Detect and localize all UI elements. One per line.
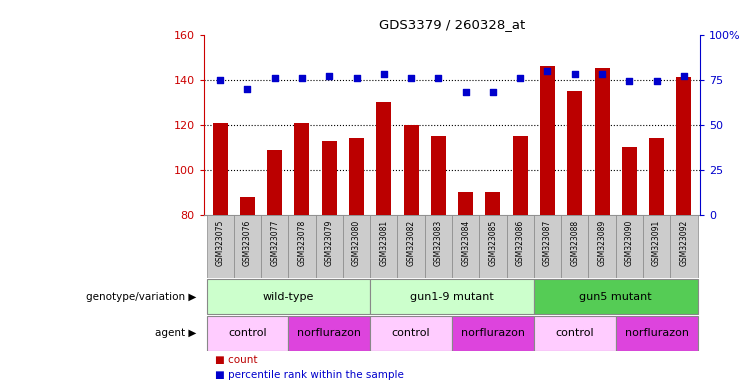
FancyBboxPatch shape [397, 215, 425, 278]
Bar [268, 150, 282, 215]
Bar [322, 141, 336, 215]
Text: GSM323079: GSM323079 [325, 220, 333, 266]
Text: GSM323089: GSM323089 [597, 220, 607, 266]
Text: GSM323087: GSM323087 [543, 220, 552, 266]
Text: wild-type: wild-type [262, 291, 314, 302]
Bar [294, 122, 310, 215]
FancyBboxPatch shape [370, 279, 534, 314]
Text: gun1-9 mutant: gun1-9 mutant [410, 291, 494, 302]
Text: GSM323081: GSM323081 [379, 220, 388, 266]
Bar [513, 136, 528, 215]
FancyBboxPatch shape [207, 316, 288, 351]
Text: GSM323091: GSM323091 [652, 220, 661, 266]
FancyBboxPatch shape [452, 215, 479, 278]
FancyBboxPatch shape [534, 316, 616, 351]
Text: GSM323080: GSM323080 [352, 220, 361, 266]
FancyBboxPatch shape [616, 215, 643, 278]
FancyBboxPatch shape [616, 316, 697, 351]
Text: GSM323077: GSM323077 [270, 220, 279, 266]
Point [459, 89, 471, 95]
FancyBboxPatch shape [507, 215, 534, 278]
FancyBboxPatch shape [316, 215, 343, 278]
Text: GSM323078: GSM323078 [297, 220, 307, 266]
FancyBboxPatch shape [207, 279, 370, 314]
FancyBboxPatch shape [261, 215, 288, 278]
Bar [594, 68, 610, 215]
Point [350, 75, 362, 81]
Bar [376, 102, 391, 215]
Point [269, 75, 281, 81]
Point [678, 73, 690, 79]
FancyBboxPatch shape [288, 215, 316, 278]
FancyBboxPatch shape [534, 279, 697, 314]
FancyBboxPatch shape [370, 316, 452, 351]
Point [542, 68, 554, 74]
Text: norflurazon: norflurazon [625, 328, 688, 338]
Bar [349, 138, 364, 215]
FancyBboxPatch shape [588, 215, 616, 278]
FancyBboxPatch shape [643, 215, 671, 278]
FancyBboxPatch shape [671, 215, 697, 278]
Text: control: control [556, 328, 594, 338]
FancyBboxPatch shape [452, 316, 534, 351]
Point [487, 89, 499, 95]
Point [596, 71, 608, 77]
FancyBboxPatch shape [561, 215, 588, 278]
Text: GSM323092: GSM323092 [679, 220, 688, 266]
Text: norflurazon: norflurazon [461, 328, 525, 338]
FancyBboxPatch shape [343, 215, 370, 278]
FancyBboxPatch shape [288, 316, 370, 351]
Text: GSM323086: GSM323086 [516, 220, 525, 266]
Point [405, 75, 417, 81]
Text: ■ count: ■ count [215, 356, 257, 366]
Bar [622, 147, 637, 215]
Point [651, 78, 662, 84]
Point [514, 75, 526, 81]
Text: norflurazon: norflurazon [297, 328, 362, 338]
Text: agent ▶: agent ▶ [155, 328, 196, 338]
Point [569, 71, 581, 77]
Point [378, 71, 390, 77]
Text: ■ percentile rank within the sample: ■ percentile rank within the sample [215, 370, 404, 380]
Text: GSM323084: GSM323084 [461, 220, 470, 266]
FancyBboxPatch shape [207, 215, 233, 278]
Text: GSM323090: GSM323090 [625, 220, 634, 266]
Point [323, 73, 335, 79]
Bar [568, 91, 582, 215]
Text: GSM323082: GSM323082 [407, 220, 416, 266]
Bar [458, 192, 473, 215]
Text: genotype/variation ▶: genotype/variation ▶ [86, 291, 196, 302]
Text: control: control [392, 328, 431, 338]
Point [433, 75, 445, 81]
FancyBboxPatch shape [233, 215, 261, 278]
Bar [240, 197, 255, 215]
Text: GSM323076: GSM323076 [243, 220, 252, 266]
Bar [404, 125, 419, 215]
Point [623, 78, 635, 84]
Bar [677, 78, 691, 215]
Bar [649, 138, 664, 215]
Text: control: control [228, 328, 267, 338]
Bar [213, 122, 227, 215]
FancyBboxPatch shape [370, 215, 397, 278]
Text: GSM323088: GSM323088 [571, 220, 579, 266]
FancyBboxPatch shape [479, 215, 507, 278]
Point [214, 77, 226, 83]
Text: GSM323085: GSM323085 [488, 220, 497, 266]
FancyBboxPatch shape [425, 215, 452, 278]
Bar [540, 66, 555, 215]
FancyBboxPatch shape [534, 215, 561, 278]
Point [296, 75, 308, 81]
Point [242, 86, 253, 92]
Text: gun5 mutant: gun5 mutant [579, 291, 652, 302]
Bar [485, 192, 500, 215]
Text: GSM323075: GSM323075 [216, 220, 225, 266]
Text: GSM323083: GSM323083 [434, 220, 443, 266]
Bar [431, 136, 446, 215]
Title: GDS3379 / 260328_at: GDS3379 / 260328_at [379, 18, 525, 31]
